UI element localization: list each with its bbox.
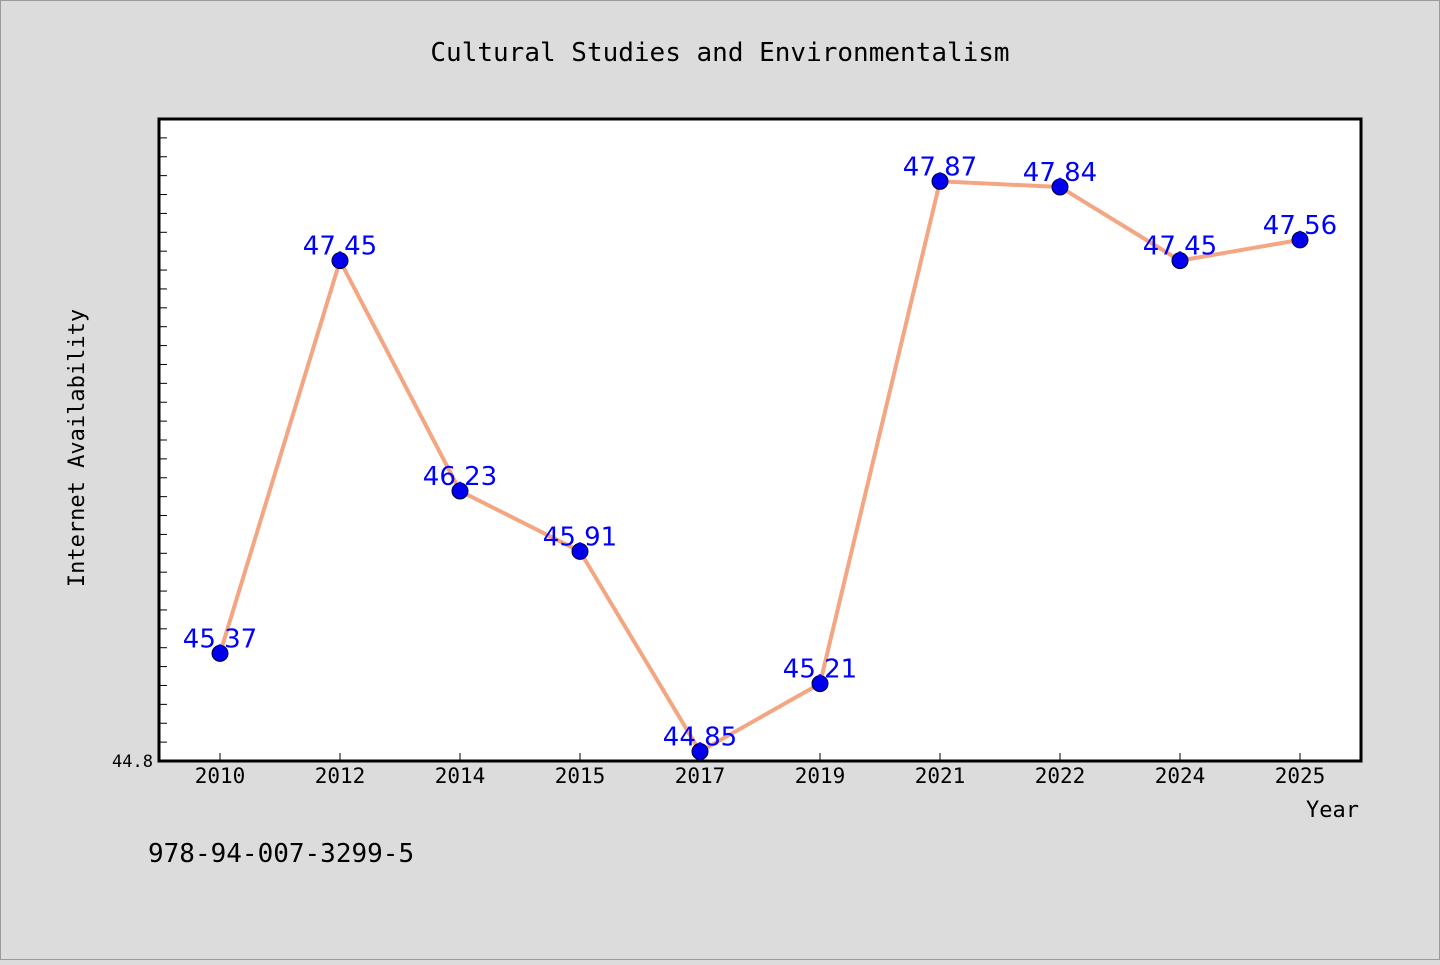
x-tick-label: 2024 bbox=[1155, 764, 1206, 788]
data-point bbox=[211, 644, 229, 662]
data-label: 44.85 bbox=[663, 723, 737, 753]
data-label: 45.91 bbox=[543, 522, 617, 552]
data-point bbox=[1171, 252, 1189, 270]
x-axis-label: Year bbox=[1306, 798, 1359, 823]
x-axis-ticks bbox=[219, 753, 1301, 761]
x-tick-label: 2017 bbox=[675, 764, 726, 788]
data-markers bbox=[211, 172, 1309, 761]
data-label: 45.37 bbox=[183, 624, 257, 654]
y-tick-label: 44.8 bbox=[112, 752, 153, 772]
x-tick-label: 2021 bbox=[915, 764, 966, 788]
chart-title: Cultural Studies and Environmentalism bbox=[430, 38, 1009, 68]
x-tick-label: 2025 bbox=[1275, 764, 1326, 788]
data-label: 47.45 bbox=[303, 232, 377, 262]
data-label: 47.84 bbox=[1023, 158, 1097, 188]
data-point bbox=[1291, 231, 1309, 249]
footer-code: 978-94-007-3299-5 bbox=[148, 839, 414, 869]
data-label: 47.45 bbox=[1143, 232, 1217, 262]
series-line bbox=[218, 179, 1302, 754]
data-label: 47.87 bbox=[903, 152, 977, 182]
y-axis-label: Internet Availability bbox=[65, 309, 90, 587]
x-tick-label: 2019 bbox=[795, 764, 846, 788]
data-point bbox=[1051, 178, 1069, 196]
x-tick-label: 2014 bbox=[435, 764, 486, 788]
data-label: 46.23 bbox=[423, 462, 497, 492]
x-tick-label: 2012 bbox=[315, 764, 366, 788]
x-tick-label: 2015 bbox=[555, 764, 606, 788]
x-tick-label: 2010 bbox=[195, 764, 246, 788]
data-point bbox=[451, 482, 469, 500]
plot-area bbox=[157, 117, 1363, 763]
y-axis-ticks bbox=[159, 118, 167, 762]
data-labels: 45.37 47.45 46.23 45.91 44.85 45.21 47.87 47.84… bbox=[183, 152, 1337, 752]
data-label: 47.56 bbox=[1263, 211, 1337, 241]
data-point bbox=[691, 743, 709, 761]
data-point bbox=[931, 172, 949, 190]
x-tick-label: 2022 bbox=[1035, 764, 1086, 788]
data-label: 45.21 bbox=[783, 655, 857, 685]
data-point bbox=[571, 542, 589, 560]
x-axis-tick-labels: 2010 2012 2014 2015 2017 2019 2021 2022 2024 2025 bbox=[195, 764, 1326, 788]
data-point bbox=[331, 252, 349, 270]
data-point bbox=[811, 675, 829, 693]
